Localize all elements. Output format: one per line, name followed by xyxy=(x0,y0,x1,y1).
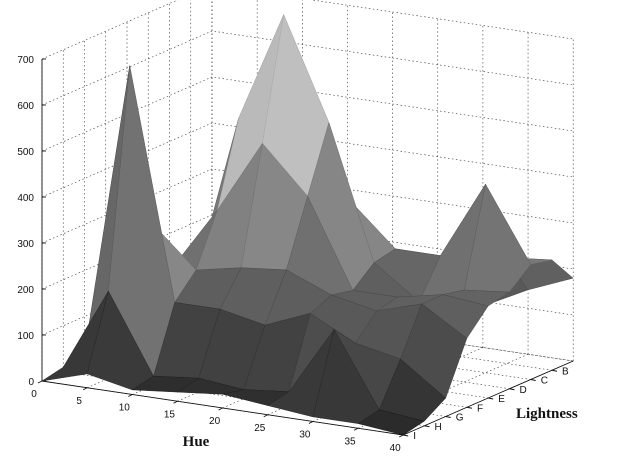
z-gridline xyxy=(41,122,574,198)
z-tick-label: 0 xyxy=(28,377,34,388)
z-tick-label: 300 xyxy=(17,239,34,250)
y-tick-label: E xyxy=(498,394,505,405)
x-tick-label: 15 xyxy=(164,409,176,420)
z-tick-label: 600 xyxy=(17,101,34,112)
x-tick-label: 30 xyxy=(299,430,311,441)
x-tick-mark xyxy=(128,394,133,397)
x-tick-label: 10 xyxy=(119,403,131,414)
y-tick-label: H xyxy=(434,422,441,433)
y-tick-label: F xyxy=(477,403,483,414)
x-tick-label: 35 xyxy=(344,436,356,447)
x-tick-mark xyxy=(398,434,404,438)
z-tick-label: 200 xyxy=(17,285,34,296)
x-tick-label: 40 xyxy=(390,443,402,454)
z-tick-label: 700 xyxy=(17,55,34,66)
z-gridline xyxy=(41,168,574,244)
y-tick-mark xyxy=(551,369,558,372)
x-tick-label: 0 xyxy=(31,389,37,400)
y-tick-mark xyxy=(530,379,536,381)
x-tick-mark xyxy=(82,387,88,391)
z-gridline xyxy=(41,76,574,152)
y-tick-mark xyxy=(466,406,473,409)
x-tick-mark xyxy=(173,400,178,404)
z-tick-label: 500 xyxy=(17,147,34,158)
x-tick-label: 25 xyxy=(254,423,266,434)
y-tick-label: I xyxy=(413,431,416,442)
z-tick-label: 100 xyxy=(17,331,34,342)
x-tick-mark xyxy=(308,421,314,424)
y-tick-label: B xyxy=(562,366,569,377)
y-tick-label: D xyxy=(519,385,526,396)
x-tick-mark xyxy=(353,427,359,431)
y-tick-mark xyxy=(488,397,494,400)
x-tick-mark xyxy=(263,414,268,418)
axis-layer: 0 5 10 15 20 25 30 35 40 B C D E F G H I 0 100 200 300 400 500… xyxy=(17,55,574,454)
y-tick-mark xyxy=(445,416,451,418)
x-tick-mark xyxy=(37,380,43,384)
x-axis-title: Hue xyxy=(183,434,210,450)
y-tick-mark xyxy=(403,434,409,437)
y-tick-mark xyxy=(424,425,430,428)
y-axis-title: Lightness xyxy=(516,406,578,422)
z-gridline xyxy=(41,30,574,106)
z-gridline xyxy=(41,0,574,60)
x-tick-mark xyxy=(218,407,223,411)
y-tick-mark xyxy=(509,388,515,391)
x-tick-label: 20 xyxy=(209,416,221,427)
y-tick-label: G xyxy=(456,413,464,424)
y-tick-label: C xyxy=(541,376,548,387)
surface-layer xyxy=(41,13,574,436)
z-tick-label: 400 xyxy=(17,193,34,204)
x-tick-label: 5 xyxy=(76,396,82,407)
